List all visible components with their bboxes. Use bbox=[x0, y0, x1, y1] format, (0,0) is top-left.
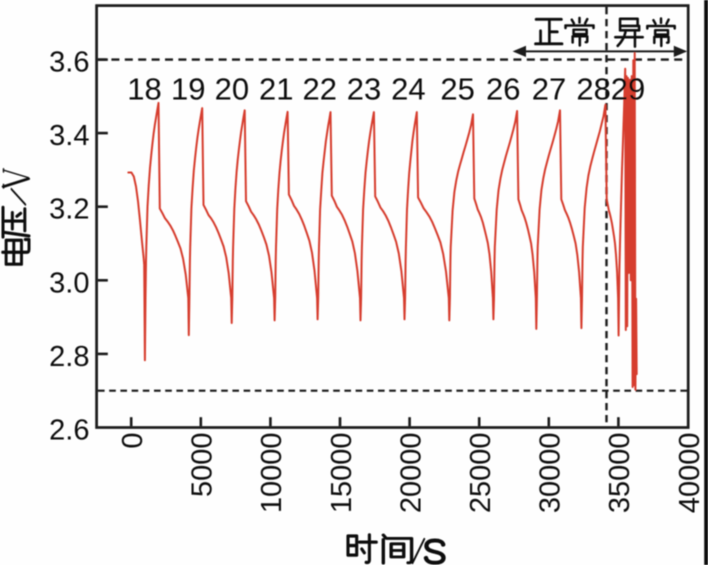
svg-text:40000: 40000 bbox=[674, 433, 706, 514]
svg-text:35000: 35000 bbox=[604, 433, 636, 514]
svg-text:15000: 15000 bbox=[326, 433, 358, 514]
svg-text:28: 28 bbox=[576, 72, 610, 107]
svg-text:29: 29 bbox=[611, 72, 645, 107]
svg-text:23: 23 bbox=[347, 72, 381, 107]
svg-text:20: 20 bbox=[215, 72, 249, 107]
svg-text:24: 24 bbox=[391, 72, 425, 107]
svg-text:2.8: 2.8 bbox=[49, 341, 89, 373]
svg-text:19: 19 bbox=[171, 72, 205, 107]
svg-text:26: 26 bbox=[486, 72, 520, 107]
svg-text:30000: 30000 bbox=[535, 433, 567, 514]
svg-text:21: 21 bbox=[259, 72, 293, 107]
svg-text:25000: 25000 bbox=[465, 433, 497, 514]
svg-text:18: 18 bbox=[127, 72, 161, 107]
svg-text:10000: 10000 bbox=[256, 433, 288, 514]
svg-text:20000: 20000 bbox=[395, 433, 427, 514]
svg-text:3.0: 3.0 bbox=[49, 267, 89, 299]
svg-text:25: 25 bbox=[440, 72, 474, 107]
svg-text:3.4: 3.4 bbox=[49, 120, 89, 152]
svg-text:3.2: 3.2 bbox=[49, 194, 89, 226]
svg-text:2.6: 2.6 bbox=[49, 415, 89, 447]
svg-text:3.6: 3.6 bbox=[49, 47, 89, 79]
svg-text:0: 0 bbox=[117, 433, 149, 449]
svg-text:27: 27 bbox=[532, 72, 566, 107]
svg-text:22: 22 bbox=[303, 72, 337, 107]
svg-text:5000: 5000 bbox=[187, 433, 219, 498]
